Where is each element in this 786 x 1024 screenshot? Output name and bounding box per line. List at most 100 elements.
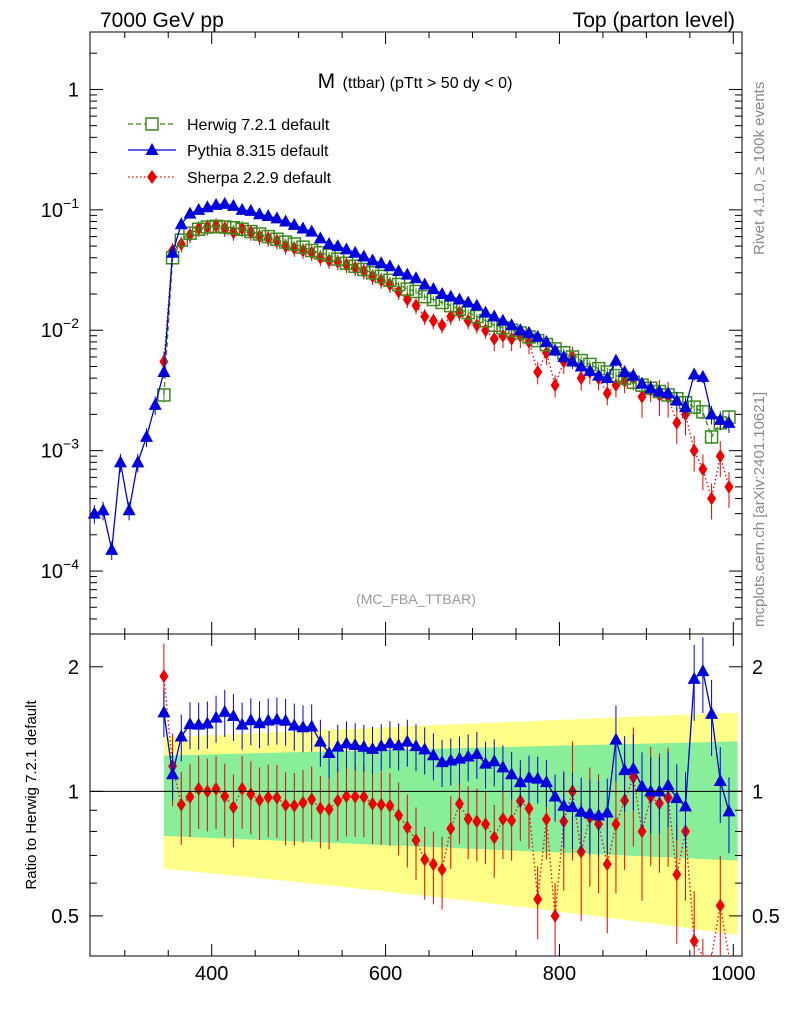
analysis-watermark: (MC_FBA_TTBAR) <box>356 591 476 607</box>
ratio-point-pythia <box>348 737 362 750</box>
ratio-point-pythia <box>678 799 692 812</box>
data-point-pythia <box>392 264 406 277</box>
ratio-y-tick-label: 2 <box>68 657 79 679</box>
ratio-point-pythia <box>287 718 301 731</box>
legend-entry-pythia: Pythia 8.315 default <box>128 143 329 160</box>
data-point-herwig <box>278 235 293 249</box>
ratio-point-pythia <box>357 739 371 752</box>
ratio-point-pythia <box>218 704 232 717</box>
ratio-point-sherpa <box>446 821 456 836</box>
data-point-herwig <box>270 232 284 246</box>
data-point-pythia <box>696 369 710 382</box>
ratio-point-pythia <box>574 804 588 817</box>
data-point-pythia <box>548 343 562 356</box>
ratio-point-pythia <box>235 717 249 730</box>
plot-title-sub: (ttbar) (pTtt > 50 dy < 0) <box>343 75 513 92</box>
ratio-point-sherpa <box>281 798 291 813</box>
data-point-pythia <box>531 329 545 342</box>
data-point-herwig <box>287 237 302 251</box>
data-point-pythia <box>574 359 588 372</box>
data-point-herwig <box>217 220 232 234</box>
data-point-pythia <box>339 242 353 255</box>
ratio-point-pythia <box>565 799 579 812</box>
ratio-point-pythia <box>531 771 545 784</box>
legend-marker-pythia <box>145 143 159 155</box>
ratio-point-sherpa <box>637 824 647 839</box>
data-point-pythia <box>479 305 493 318</box>
data-point-pythia <box>305 224 319 237</box>
data-point-pythia <box>409 271 423 284</box>
data-point-pythia <box>635 376 649 389</box>
data-point-pythia <box>444 289 458 302</box>
ratio-point-sherpa <box>489 830 499 845</box>
data-point-sherpa <box>698 462 708 477</box>
data-point-pythia <box>322 237 336 250</box>
ratio-point-sherpa <box>272 790 282 805</box>
ratio-series-group <box>157 637 736 957</box>
data-point-herwig <box>339 256 354 271</box>
mcplots-label: mcplots.cern.ch [arXiv:2401.10621] <box>751 392 768 627</box>
data-point-pythia <box>261 208 275 221</box>
data-point-herwig <box>252 227 267 241</box>
data-point-pythia <box>687 367 701 380</box>
main-axis-ticks <box>90 31 742 635</box>
ratio-point-sherpa <box>185 790 195 805</box>
ratio-point-pythia <box>183 717 197 730</box>
ratio-point-pythia <box>383 736 397 749</box>
ratio-point-pythia <box>705 706 719 719</box>
data-point-pythia <box>644 381 658 394</box>
ratio-point-sherpa <box>255 793 265 808</box>
ratio-point-sherpa <box>420 852 430 867</box>
data-point-sherpa <box>437 318 447 333</box>
ratio-point-pythia <box>174 729 188 742</box>
data-point-herwig <box>304 243 319 258</box>
ratio-point-pythia <box>313 734 327 747</box>
ratio-point-pythia <box>261 713 275 726</box>
data-point-pythia <box>270 211 284 224</box>
data-point-pythia <box>174 217 188 230</box>
ratio-point-sherpa <box>472 814 482 829</box>
data-point-pythia <box>609 353 623 366</box>
ratio-point-sherpa <box>333 793 343 808</box>
data-point-pythia <box>313 231 327 244</box>
ratio-point-sherpa <box>611 817 621 832</box>
plot-title-main: M <box>318 70 336 93</box>
ratio-point-pythia <box>635 779 649 792</box>
data-point-herwig <box>200 220 215 234</box>
data-point-pythia <box>470 298 484 311</box>
ratio-point-pythia <box>331 739 345 752</box>
data-point-pythia <box>652 384 666 397</box>
header-left-label: 7000 GeV pp <box>100 9 224 32</box>
ratio-point-sherpa <box>411 833 421 848</box>
ratio-point-pythia <box>418 742 432 755</box>
data-point-herwig <box>209 219 223 234</box>
ratio-point-sherpa <box>437 862 447 877</box>
ratio-point-pythia <box>548 789 562 802</box>
data-point-pythia <box>496 313 510 326</box>
ratio-point-pythia <box>374 739 388 752</box>
ratio-point-sherpa <box>672 867 682 882</box>
main-series-sherpa <box>159 218 734 520</box>
ratio-point-sherpa <box>220 789 230 804</box>
data-point-pythia <box>592 368 606 381</box>
data-point-pythia <box>157 364 171 377</box>
ratio-point-sherpa <box>246 787 256 802</box>
ratio-point-pythia <box>557 798 571 811</box>
x-tick-label: 1000 <box>711 963 756 985</box>
x-tick-label: 800 <box>543 963 576 985</box>
ratio-point-pythia <box>270 712 284 725</box>
data-point-pythia <box>331 239 345 252</box>
ratio-point-sherpa <box>350 789 360 804</box>
main-series-group <box>87 196 736 560</box>
main-y-tick-labels: 1 10−1 10−2 10−3 10−4 <box>41 79 79 583</box>
ratio-point-sherpa <box>315 801 325 816</box>
ratio-point-sherpa <box>211 781 221 796</box>
ratio-point-pythia <box>722 804 736 817</box>
data-point-pythia <box>426 282 440 295</box>
data-point-pythia <box>244 203 258 216</box>
ratio-x-tick-labels: 400 600 800 1000 <box>195 963 756 985</box>
data-point-pythia <box>678 400 692 413</box>
ratio-point-pythia <box>713 774 727 787</box>
data-point-pythia <box>522 325 536 338</box>
legend-label-sherpa: Sherpa 2.2.9 default <box>187 170 332 187</box>
